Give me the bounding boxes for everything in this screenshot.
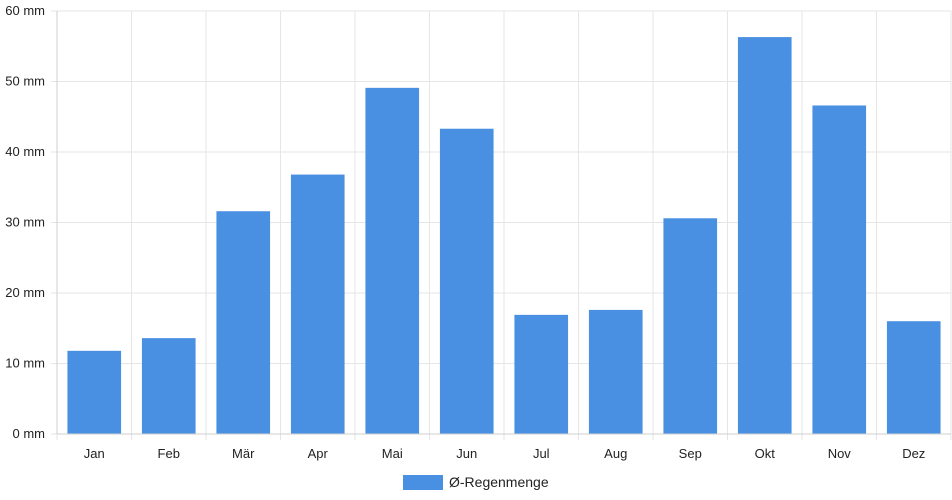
y-tick-label: 0 mm xyxy=(13,426,46,441)
x-tick-label: Mai xyxy=(382,446,403,461)
x-tick-label: Apr xyxy=(308,446,329,461)
x-tick-label: Jun xyxy=(456,446,477,461)
grid-lines xyxy=(51,10,952,440)
x-tick-label: Okt xyxy=(755,446,776,461)
y-tick-label: 30 mm xyxy=(5,215,45,230)
bar-okt[interactable] xyxy=(737,37,792,435)
bar-jan[interactable] xyxy=(67,350,122,434)
bar-apr[interactable] xyxy=(290,174,345,434)
y-axis-tick-labels: 0 mm 10 mm 20 mm 30 mm 40 mm 50 mm 60 mm xyxy=(5,3,45,441)
axes xyxy=(56,11,951,435)
x-tick-label: Jan xyxy=(84,446,105,461)
bar-feb[interactable] xyxy=(141,338,196,434)
x-tick-label: Sep xyxy=(679,446,702,461)
bar-mär[interactable] xyxy=(216,211,271,434)
x-tick-label: Mär xyxy=(232,446,255,461)
bar-nov[interactable] xyxy=(812,105,867,434)
y-tick-label: 20 mm xyxy=(5,285,45,300)
bar-aug[interactable] xyxy=(588,309,643,434)
x-tick-label: Jul xyxy=(533,446,550,461)
legend-swatch[interactable] xyxy=(403,475,443,490)
y-tick-label: 60 mm xyxy=(5,3,45,18)
y-tick-label: 10 mm xyxy=(5,356,45,371)
x-tick-label: Dez xyxy=(902,446,925,461)
legend-label[interactable]: Ø-Regenmenge xyxy=(449,474,549,490)
x-tick-label: Feb xyxy=(158,446,180,461)
x-tick-label: Aug xyxy=(604,446,627,461)
bar-mai[interactable] xyxy=(365,87,420,434)
y-tick-label: 40 mm xyxy=(5,144,45,159)
bar-sep[interactable] xyxy=(663,218,718,434)
bar-jun[interactable] xyxy=(439,128,494,435)
y-tick-label: 50 mm xyxy=(5,74,45,89)
x-axis-tick-labels: Jan Feb Mär Apr Mai Jun Jul Aug Sep Okt Nov Dez xyxy=(84,446,926,461)
x-tick-label: Nov xyxy=(828,446,852,461)
bar-dez[interactable] xyxy=(886,321,941,434)
bar-jul[interactable] xyxy=(514,314,569,434)
legend[interactable]: Ø-Regenmenge xyxy=(403,474,549,490)
bars xyxy=(67,37,941,435)
